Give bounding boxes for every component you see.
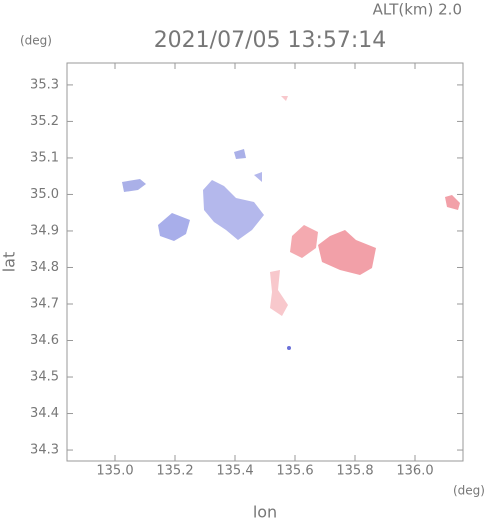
x-tick-label: 135.0 — [96, 464, 133, 479]
echo-field — [122, 96, 460, 350]
y-tick-label: 35.2 — [30, 114, 59, 129]
y-unit: (deg) — [20, 34, 52, 48]
y-axis-label: lat — [0, 252, 19, 273]
echo-blue — [203, 180, 264, 240]
x-axis-label: lon — [253, 503, 277, 522]
echo-blue — [122, 179, 146, 192]
echo-blue — [254, 172, 262, 182]
echo-blue — [234, 149, 246, 159]
x-tick-label: 135.6 — [276, 464, 313, 479]
x-tick-label: 135.8 — [336, 464, 373, 479]
altitude-label: ALT(km) 2.0 — [373, 1, 462, 19]
y-tick-label: 34.8 — [30, 260, 59, 275]
y-tick-label: 35.0 — [30, 187, 59, 202]
y-tick-label: 34.9 — [30, 223, 59, 238]
echo-blue — [158, 213, 190, 241]
echo-red — [281, 96, 288, 101]
y-tick-label: 34.6 — [30, 333, 59, 348]
chart-title: 2021/07/05 13:57:14 — [154, 28, 387, 53]
x-tick-label: 135.2 — [156, 464, 193, 479]
y-tick-label: 34.4 — [30, 406, 59, 421]
echo-red — [445, 195, 460, 210]
y-tick-label: 35.3 — [30, 77, 59, 92]
y-tick-label: 34.7 — [30, 296, 59, 311]
echo-blue — [287, 346, 291, 350]
y-tick-label: 34.5 — [30, 370, 59, 385]
echo-red — [270, 270, 288, 316]
echo-red — [318, 230, 376, 275]
x-tick-label: 136.0 — [396, 464, 433, 479]
plot-frame — [66, 62, 464, 462]
y-tick-label: 35.1 — [30, 150, 59, 165]
echo-red — [290, 225, 318, 258]
y-tick-label: 34.3 — [30, 443, 59, 458]
x-tick-label: 135.4 — [216, 464, 253, 479]
x-unit: (deg) — [453, 484, 485, 498]
